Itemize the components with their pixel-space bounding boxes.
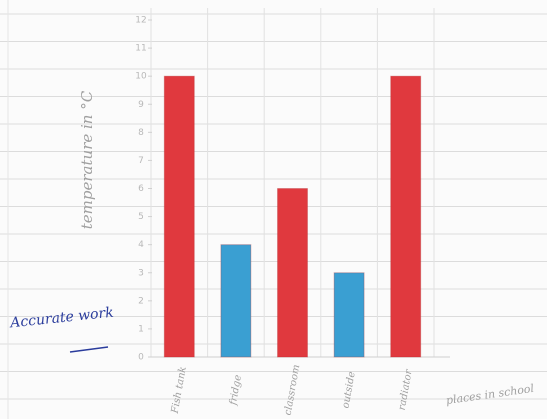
y-axis-label: temperature in °C bbox=[78, 90, 96, 229]
x-tick-label: fridge bbox=[228, 374, 244, 407]
y-tick-label: 2 bbox=[138, 296, 144, 306]
annotation-underline bbox=[69, 346, 109, 353]
y-tick-label: 12 bbox=[135, 16, 146, 26]
y-tick-label: 9 bbox=[138, 100, 144, 110]
y-tick-label: 10 bbox=[135, 72, 147, 82]
y-tick-label: 1 bbox=[138, 324, 144, 334]
y-tick-label: 5 bbox=[138, 212, 144, 222]
bar bbox=[163, 75, 195, 358]
y-tick-label: 11 bbox=[135, 44, 146, 54]
y-tick-label: 0 bbox=[138, 353, 144, 363]
y-tick-label: 6 bbox=[138, 184, 144, 194]
y-tick-label: 8 bbox=[138, 128, 144, 138]
bar bbox=[220, 244, 252, 358]
bar bbox=[390, 75, 422, 358]
y-tick-label: 3 bbox=[138, 268, 144, 278]
y-tick-label: 4 bbox=[138, 240, 144, 250]
bar bbox=[333, 272, 365, 358]
y-tick-label: 7 bbox=[138, 156, 144, 166]
bar bbox=[277, 188, 308, 358]
